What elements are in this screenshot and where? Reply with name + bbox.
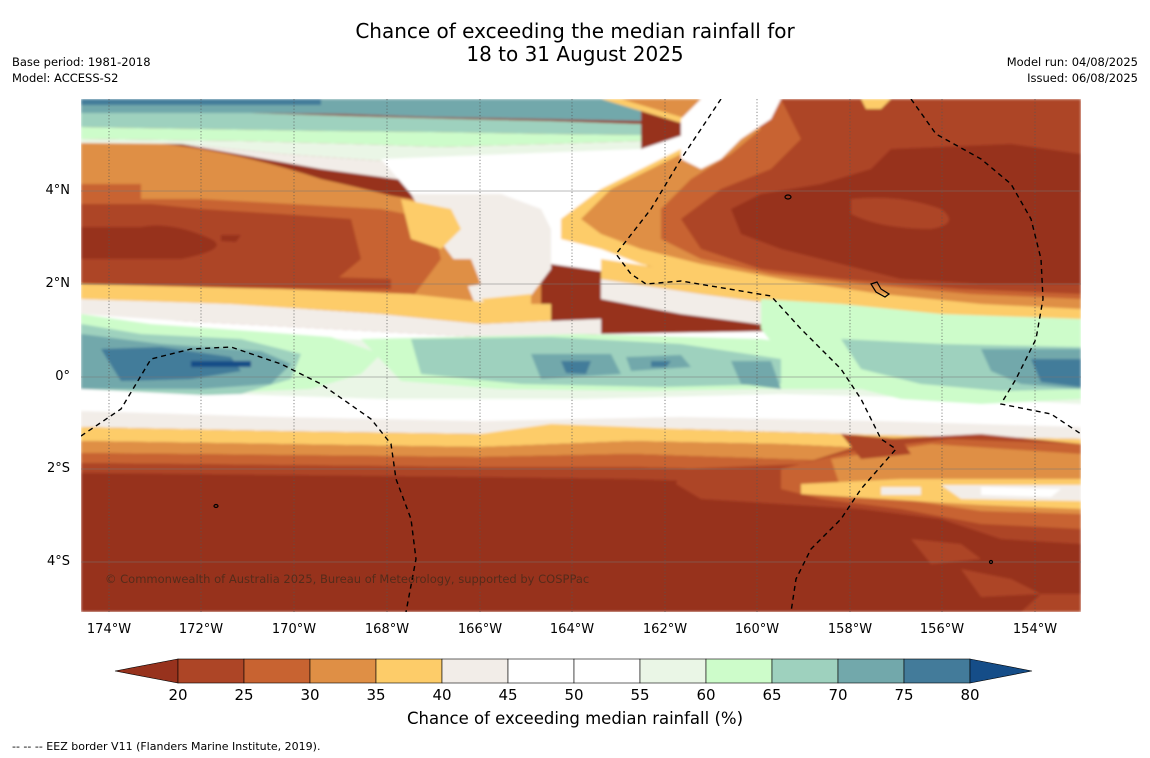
colorbar-swatch	[639, 658, 707, 684]
colorbar-tick-label: 50	[564, 686, 584, 704]
lon-label-168w: 168°W	[364, 622, 410, 637]
lat-label-4s: 4°S	[46, 554, 70, 569]
meta-left: Base period: 1981-2018 Model: ACCESS-S2	[12, 54, 151, 86]
colorbar-tick-label: 30	[300, 686, 320, 704]
colorbar-tick-label: 80	[960, 686, 980, 704]
map-title-line-1: Chance of exceeding the median rainfall …	[355, 19, 795, 43]
issued-text: Issued: 06/08/2025	[1027, 71, 1138, 85]
meridian-grid	[108, 99, 1036, 612]
colorbar-label: Chance of exceeding median rainfall (%)	[406, 709, 744, 728]
colorbar-swatch	[903, 658, 971, 684]
colorbar-extend-high	[969, 658, 1033, 684]
colorbar-tick-label: 70	[828, 686, 848, 704]
lon-label-164w: 164°W	[549, 622, 595, 637]
model-text: Model: ACCESS-S2	[12, 71, 119, 85]
lon-label-166w: 166°W	[457, 622, 503, 637]
rainfall-map[interactable]: © Commonwealth of Australia 2025, Bureau…	[81, 99, 1081, 612]
colorbar-tick-label: 25	[234, 686, 254, 704]
lon-label-154w: 154°W	[1012, 622, 1058, 637]
colorbar-tick-label: 45	[498, 686, 518, 704]
eez-footnote: -- -- -- EEZ border V11 (Flanders Marine…	[12, 740, 321, 753]
model-run-text: Model run: 04/08/2025	[1006, 55, 1138, 69]
colorbar-tick-label: 55	[630, 686, 650, 704]
lon-label-162w: 162°W	[642, 622, 688, 637]
colorbar-swatch	[771, 658, 839, 684]
map-title-line-2: 18 to 31 August 2025	[466, 42, 684, 66]
colorbar-swatch	[177, 658, 245, 684]
colorbar-swatch	[243, 658, 311, 684]
colorbar-tick-label: 20	[168, 686, 188, 704]
colorbar-swatch	[309, 658, 377, 684]
lon-label-158w: 158°W	[827, 622, 873, 637]
colorbar-swatch	[837, 658, 905, 684]
lon-label-172w: 172°W	[178, 622, 224, 637]
lon-label-170w: 170°W	[271, 622, 317, 637]
colorbar-tick-label: 60	[696, 686, 716, 704]
rainfall-map-svg	[81, 99, 1081, 612]
lat-label-2n: 2°N	[45, 276, 71, 291]
lat-label-0: 0°	[55, 369, 70, 384]
colorbar-swatch	[507, 658, 575, 684]
rainfall-shading	[81, 99, 1081, 612]
colorbar-tick-label: 35	[366, 686, 386, 704]
eez-border	[81, 99, 1081, 612]
colorbar-tick-label: 65	[762, 686, 782, 704]
colorbar-tick-label: 75	[894, 686, 914, 704]
lon-label-174w: 174°W	[86, 622, 132, 637]
colorbar-swatch	[705, 658, 773, 684]
parallel-grid	[81, 190, 1081, 563]
colorbar-swatch	[573, 658, 641, 684]
colorbar	[114, 658, 1033, 684]
islands	[213, 194, 994, 565]
colorbar-swatch	[441, 658, 509, 684]
meta-right: Model run: 04/08/2025 Issued: 06/08/2025	[1007, 54, 1138, 86]
colorbar-swatch	[375, 658, 443, 684]
lon-label-160w: 160°W	[734, 622, 780, 637]
lat-label-2s: 2°S	[46, 461, 70, 476]
lon-label-156w: 156°W	[919, 622, 965, 637]
colorbar-extend-low	[114, 658, 179, 684]
lat-label-4n: 4°N	[45, 183, 71, 198]
copyright-text: © Commonwealth of Australia 2025, Bureau…	[105, 572, 590, 586]
base-period-text: Base period: 1981-2018	[12, 55, 151, 69]
colorbar-tick-label: 40	[432, 686, 452, 704]
